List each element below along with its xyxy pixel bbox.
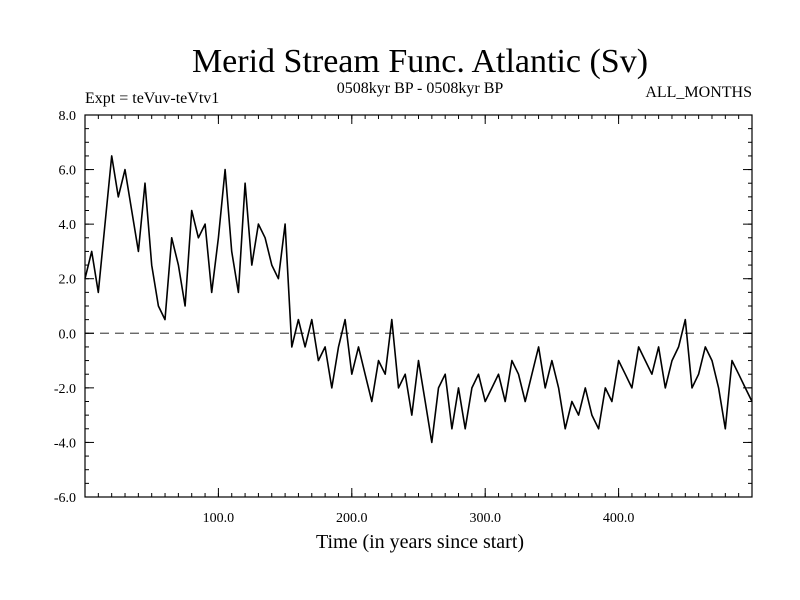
y-tick-label: 4.0 <box>59 218 77 233</box>
subtitle-left: Expt = teVuv-teVtv1 <box>85 90 219 107</box>
subtitle-center: 0508kyr BP - 0508kyr BP <box>337 80 504 97</box>
y-tick-label: -2.0 <box>54 382 76 397</box>
y-tick-label: -6.0 <box>54 491 76 506</box>
x-axis-label: Time (in years since start) <box>316 531 524 553</box>
x-tick-label: 400.0 <box>603 511 635 526</box>
x-tick-label: 100.0 <box>203 511 235 526</box>
y-tick-label: 6.0 <box>59 164 77 179</box>
subtitle-right: ALL_MONTHS <box>645 84 752 101</box>
plot-area: -6.0 -4.0 -2.0 0.0 2.0 4.0 6.0 8.0 100.0 200.0 300… <box>54 109 753 526</box>
y-tick-label: 0.0 <box>59 327 77 342</box>
x-tick-label: 200.0 <box>336 511 368 526</box>
y-tick-label: -4.0 <box>54 436 76 451</box>
y-tick-label: 8.0 <box>59 109 77 124</box>
series-line-0 <box>84 155 753 444</box>
chart-title: Merid Stream Func. Atlantic (Sv) <box>192 43 648 80</box>
y-tick-label: 2.0 <box>59 273 77 288</box>
x-tick-label: 300.0 <box>469 511 501 526</box>
